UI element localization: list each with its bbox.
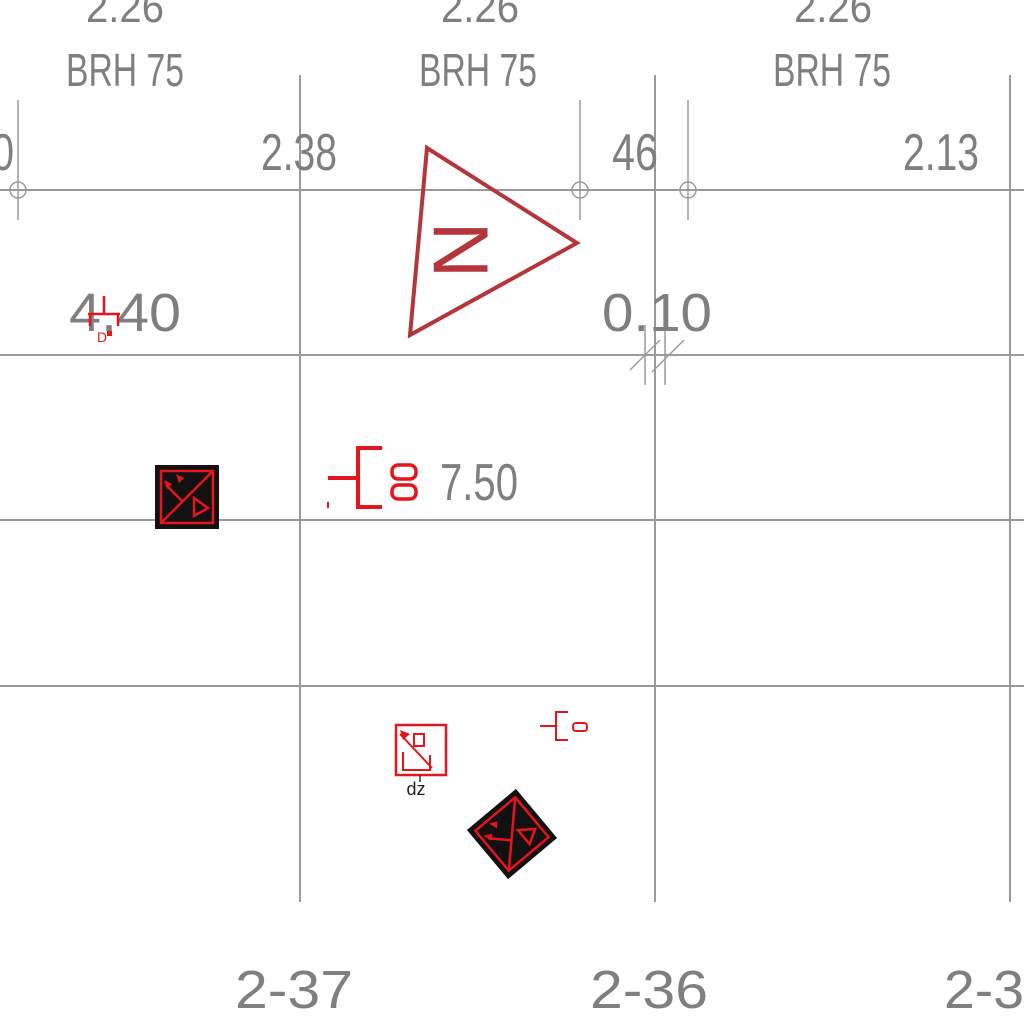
socket-mark — [107, 331, 112, 336]
socket-label: D — [97, 329, 107, 345]
bay-dim-middle: 46 — [612, 124, 658, 182]
north-arrow-letter: N — [417, 222, 505, 278]
grid-axis-label: 2-37 — [235, 960, 353, 1020]
window-type-label: BRH 75 — [66, 44, 184, 96]
grid-axis-labels: 2-37 2-36 2-3 — [235, 960, 1024, 1020]
level-dim-left: 4.40 — [69, 283, 181, 343]
level-dim-center: 7.50 — [440, 454, 518, 512]
window-dim-label: 2.26 — [86, 0, 164, 32]
fire-alarm-device-rotated-icon — [466, 788, 558, 880]
window-dim-label: 2.26 — [794, 0, 872, 32]
level-dim-right: 0.10 — [602, 283, 712, 343]
fire-alarm-device-icon — [155, 465, 219, 529]
window-dim-label: 2.26 — [441, 0, 519, 32]
dimension-ticks — [9, 100, 697, 385]
detector-symbol-icon: dz — [394, 723, 448, 799]
north-arrow-icon: N — [407, 144, 581, 339]
bay-dim-right: 2.13 — [903, 124, 979, 182]
grid-axis-label: 2-36 — [590, 960, 708, 1020]
outlet-symbol-icon — [327, 446, 418, 509]
socket-symbol-icon: D — [88, 296, 120, 345]
top-labels: 2.26 BRH 75 2.26 BRH 75 2.26 BRH 75 — [66, 0, 891, 96]
bay-dimension-labels: 0 2.38 46 2.13 — [0, 124, 979, 182]
small-outlet-symbol-icon — [540, 711, 588, 741]
level-labels: 4.40 0.10 7.50 — [69, 283, 712, 512]
grid-axis-label: 2-3 — [944, 960, 1024, 1020]
dim-slash — [651, 339, 685, 373]
window-type-label: BRH 75 — [419, 44, 537, 96]
detector-label: dz — [406, 779, 425, 799]
window-type-label: BRH 75 — [773, 44, 891, 96]
bay-dim-left-partial: 0 — [0, 124, 14, 182]
dim-node-icon — [571, 181, 589, 199]
dim-node-icon — [9, 181, 27, 199]
dim-node-icon — [679, 181, 697, 199]
bay-dim-left: 2.38 — [261, 124, 337, 182]
dim-slash — [629, 339, 661, 371]
